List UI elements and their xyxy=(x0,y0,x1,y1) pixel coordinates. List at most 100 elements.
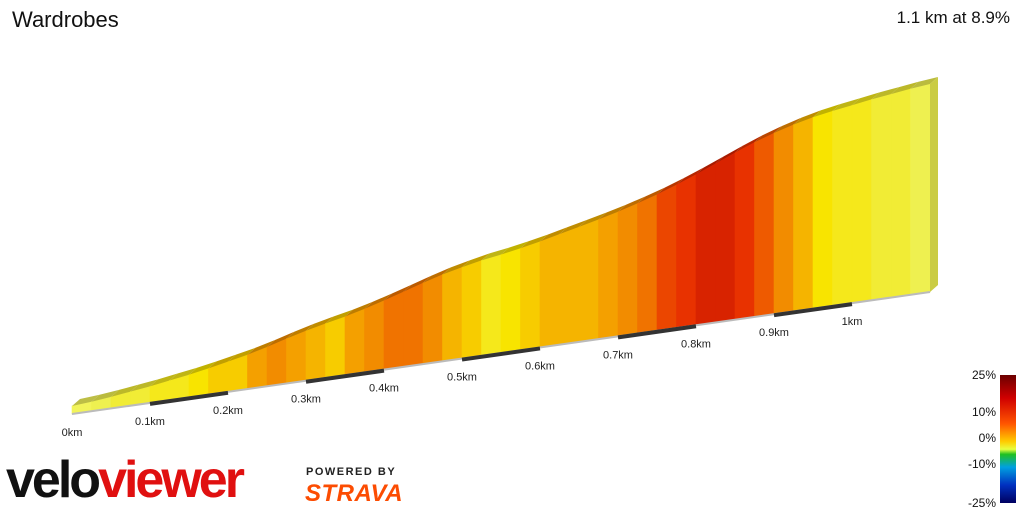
gradient-slice-top xyxy=(598,204,626,220)
distance-tick-label: 0.2km xyxy=(213,405,243,417)
gradient-slice-top xyxy=(462,253,490,268)
distance-segment-bar xyxy=(773,302,853,318)
gradient-slice-top xyxy=(501,241,529,255)
gradient-slice xyxy=(578,219,599,343)
veloviewer-logo: veloviewer xyxy=(6,452,248,509)
gradient-slice-top xyxy=(442,260,470,275)
gradient-slice xyxy=(559,226,580,346)
gradient-slice-top xyxy=(247,339,275,355)
gradient-slice-top xyxy=(637,187,665,204)
distance-tick-label: 0.5km xyxy=(447,372,477,384)
gradient-slice-top xyxy=(696,156,724,175)
gradient-slice-top xyxy=(72,394,100,406)
gradient-slice xyxy=(442,266,463,362)
profile-end-cap xyxy=(930,77,938,292)
legend-label-25: 25% xyxy=(971,368,996,382)
distance-segment-bar xyxy=(461,346,541,362)
gradient-slice xyxy=(344,308,365,376)
gradient-slice-top xyxy=(813,103,841,118)
distance-tick-label: 0.7km xyxy=(603,349,633,361)
gradient-slice-top xyxy=(384,284,412,301)
gradient-slice xyxy=(305,323,326,382)
gradient-slice xyxy=(461,259,482,359)
gradient-slice xyxy=(812,110,833,309)
gradient-slice xyxy=(383,291,404,370)
distance-tick-label: 0.3km xyxy=(291,394,321,406)
gradient-slice xyxy=(676,173,697,329)
distance-segment-bar xyxy=(617,324,697,340)
distance-segment-bar xyxy=(149,390,229,406)
gradient-slice-top xyxy=(150,373,178,387)
gradient-slice xyxy=(832,104,853,307)
gradient-legend-bar xyxy=(1000,375,1016,503)
segment-title: Wardrobes xyxy=(12,7,119,32)
gradient-slice-top xyxy=(832,98,860,111)
gradient-slice-top xyxy=(618,196,646,212)
gradient-slice xyxy=(754,132,775,318)
gradient-slice xyxy=(773,124,794,315)
distance-tick-label: 0.8km xyxy=(681,338,711,350)
gradient-slice xyxy=(520,241,541,351)
gradient-slice-top xyxy=(579,212,607,227)
logo-text: veloviewer xyxy=(6,452,245,509)
gradient-slice-top xyxy=(267,331,295,347)
powered-by-label: POWERED BY xyxy=(306,466,397,478)
gradient-slice-top xyxy=(208,354,236,369)
gradient-slice-top xyxy=(520,234,548,249)
gradient-slice xyxy=(539,233,560,348)
gradient-slice-top xyxy=(403,275,431,292)
gradient-slice-top xyxy=(715,145,743,164)
distance-ticks: 0km 0.1km 0.2km 0.3km 0.4km 0.5km 0.6km 0.7km 0.… xyxy=(62,291,931,439)
strava-logo: STRAVA xyxy=(305,480,404,507)
legend-label-10: 10% xyxy=(971,405,996,419)
gradient-slice xyxy=(637,194,658,334)
gradient-slice xyxy=(286,330,307,384)
gradient-slice-top xyxy=(774,117,802,133)
gradient-slice-top xyxy=(364,293,392,309)
gradient-slice xyxy=(598,211,619,340)
distance-tick-label: 0.4km xyxy=(369,383,399,395)
gradient-slice-top xyxy=(228,347,256,362)
legend-label-0: 0% xyxy=(978,431,996,445)
gradient-slice xyxy=(715,152,736,323)
gradient-slice xyxy=(403,282,424,368)
distance-tick-label: 0km xyxy=(62,427,83,439)
distance-tick-label: 1km xyxy=(842,316,863,328)
gradient-slice-top xyxy=(423,267,451,283)
gradient-slice-top xyxy=(657,177,685,195)
gradient-slice xyxy=(422,274,443,365)
distance-segment-bar xyxy=(305,368,385,384)
segment-summary: 1.1 km at 8.9% xyxy=(896,8,1010,27)
legend-label-minus10: -10% xyxy=(967,457,996,471)
gradient-slice xyxy=(890,88,911,298)
gradient-slice-top xyxy=(481,247,509,261)
gradient-slice-top xyxy=(111,384,139,397)
gradient-slice xyxy=(734,141,755,321)
gradient-slice xyxy=(481,254,502,357)
gradient-slice-top xyxy=(345,301,373,317)
gradient-slice xyxy=(793,116,814,312)
gradient-slice-top xyxy=(325,309,353,324)
gradient-slice xyxy=(910,83,931,296)
gradient-slice-top xyxy=(540,227,568,242)
distance-tick-label: 0.1km xyxy=(135,416,165,428)
gradient-slice-top xyxy=(169,367,197,381)
legend-label-minus25: -25% xyxy=(967,496,996,510)
gradient-slice xyxy=(656,184,677,332)
gradient-slice-top xyxy=(130,379,158,392)
gradient-slice-top xyxy=(189,361,217,375)
gradient-slice-top xyxy=(852,92,880,106)
gradient-slice-top xyxy=(91,389,119,402)
gradient-slice xyxy=(364,300,385,373)
gradient-slice-top xyxy=(754,125,782,143)
gradient-slice xyxy=(871,93,892,301)
gradient-slice xyxy=(325,316,346,379)
gradient-slice-top xyxy=(676,167,704,185)
gradient-slice xyxy=(266,338,287,387)
gradient-slice xyxy=(617,202,638,337)
gradient-slice-top xyxy=(735,135,763,153)
gradient-slice-top xyxy=(891,81,919,95)
gradient-slice xyxy=(695,162,716,326)
gradient-slice xyxy=(500,247,521,354)
